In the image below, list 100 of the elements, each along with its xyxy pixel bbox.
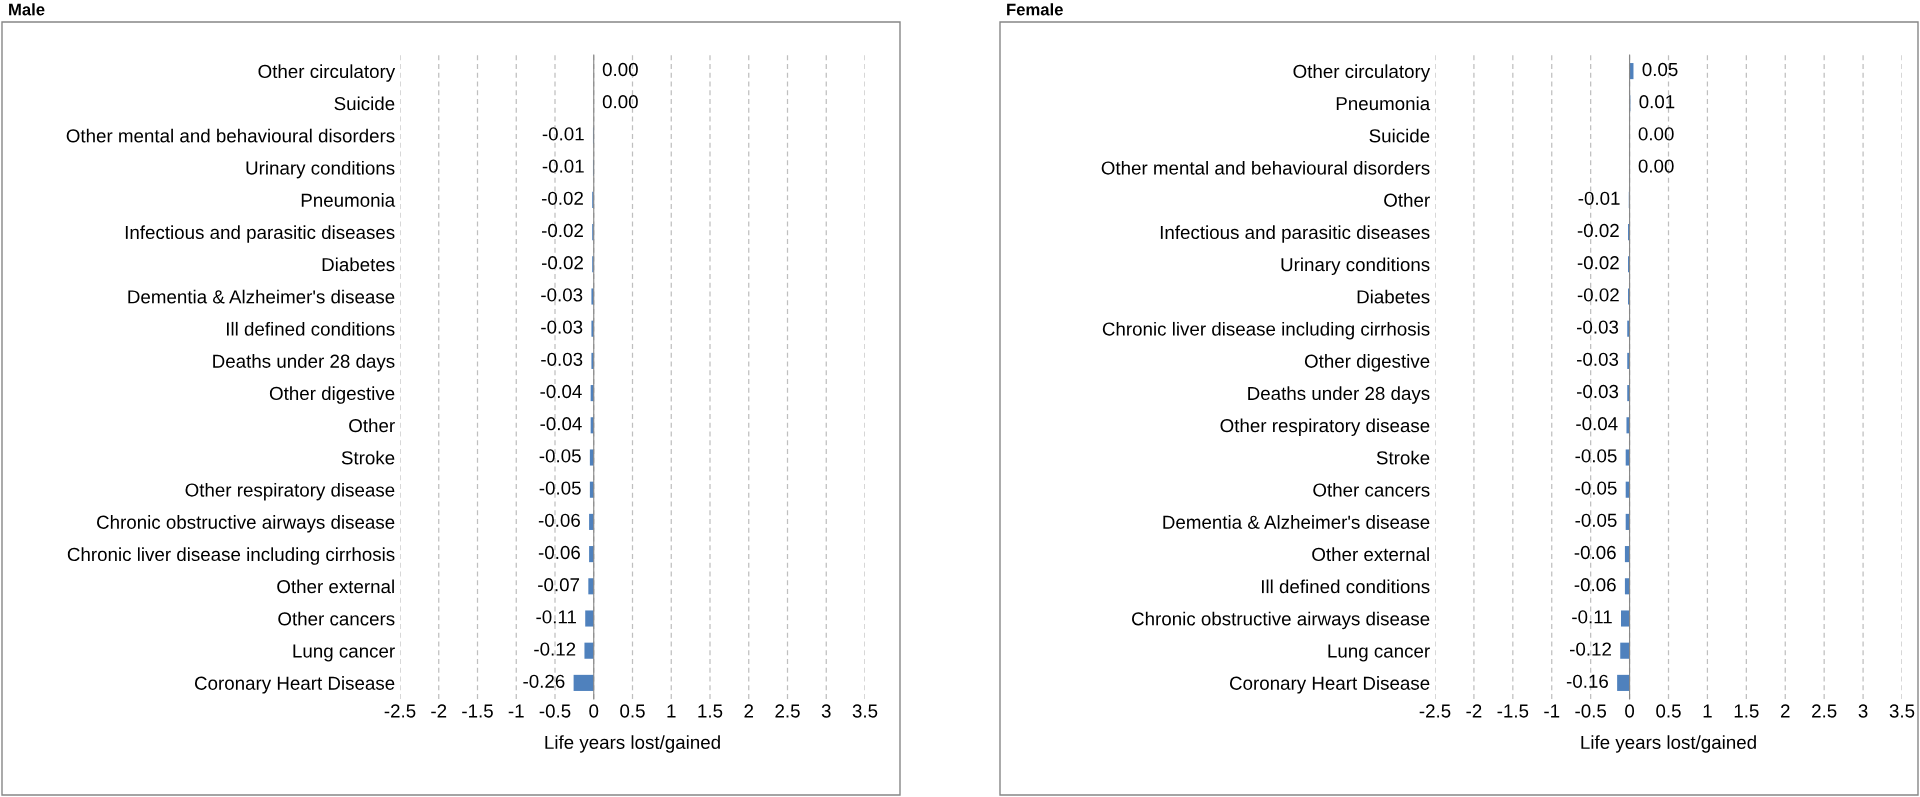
y-tick-label: Ill defined conditions (1261, 579, 1430, 594)
y-tick-label: Diabetes (1357, 289, 1430, 304)
x-tick-label: -2.5 (1419, 704, 1451, 718)
data-label: 0.00 (602, 62, 638, 77)
data-label: -0.05 (1575, 449, 1617, 463)
x-axis-title: Life years lost/gained (1581, 735, 1756, 753)
x-tick-label: -0.5 (539, 704, 571, 718)
data-label: -0.05 (1575, 513, 1617, 527)
data-label: -0.04 (540, 417, 582, 431)
y-tick-label: Coronary Heart Disease (1229, 676, 1430, 694)
data-label: -0.06 (538, 545, 580, 560)
y-tick-label: Chronic liver disease including cirrhosis (1102, 321, 1430, 340)
data-label: 0.00 (1638, 127, 1674, 141)
x-tick-label: -1.5 (462, 704, 493, 718)
y-tick-label: Ill defined conditions (226, 321, 395, 336)
x-tick-label: 1.5 (1734, 704, 1759, 718)
y-tick-label: Suicide (1369, 128, 1430, 143)
y-tick-label: Other external (1312, 547, 1429, 562)
y-tick-label: Other external (277, 579, 394, 594)
data-label: -0.06 (1574, 578, 1616, 592)
data-label: 0.00 (602, 95, 638, 109)
data-label: -0.03 (1577, 352, 1619, 366)
data-label: -0.01 (542, 159, 584, 173)
y-tick-label: Other respiratory disease (185, 482, 395, 501)
data-label: -0.03 (541, 352, 583, 366)
x-tick-label: 2 (1780, 704, 1790, 718)
y-tick-label: Other (349, 418, 395, 433)
data-label: -0.04 (540, 384, 582, 399)
x-tick-label: -1.5 (1497, 704, 1529, 718)
data-label: -0.12 (534, 642, 576, 656)
x-tick-label: 0 (589, 704, 599, 718)
x-tick-label: 2 (744, 704, 754, 718)
y-tick-label: Pneumonia (1336, 96, 1431, 111)
y-tick-label: Chronic liver disease including cirrhosis (67, 547, 395, 565)
y-tick-label: Urinary conditions (1281, 257, 1430, 275)
data-label: -0.05 (539, 449, 581, 463)
data-label: 0.01 (1639, 95, 1675, 109)
y-tick-label: Other circulatory (258, 64, 396, 82)
y-tick-label: Chronic obstructive airways disease (97, 515, 395, 533)
data-label: -0.02 (541, 191, 583, 205)
y-tick-label: Other circulatory (1293, 64, 1431, 82)
data-label: -0.02 (541, 223, 583, 238)
x-tick-label: -1 (508, 704, 524, 718)
data-label: 0.05 (1642, 62, 1678, 77)
y-tick-label: Infectious and parasitic diseases (1160, 225, 1430, 243)
y-tick-label: Diabetes (322, 257, 395, 272)
x-tick-label: -0.5 (1575, 704, 1607, 718)
data-label: -0.05 (539, 481, 581, 495)
data-label: -0.02 (1577, 256, 1619, 270)
x-tick-label: 3 (821, 704, 831, 718)
x-tick-label: 0 (1625, 704, 1635, 718)
data-label: -0.11 (1572, 610, 1612, 624)
y-tick-label: Other digestive (1304, 354, 1430, 372)
x-tick-label: 1 (1703, 704, 1712, 718)
y-tick-label: Other respiratory disease (1220, 418, 1430, 436)
x-tick-label: 2.5 (1812, 704, 1837, 718)
y-tick-label: Coronary Heart Disease (194, 676, 395, 694)
data-label: -0.16 (1566, 674, 1608, 688)
data-label: -0.02 (1577, 223, 1619, 238)
data-label: -0.01 (542, 127, 584, 141)
x-tick-label: 3.5 (852, 704, 878, 718)
x-tick-label: 0.5 (1656, 704, 1681, 718)
data-label: -0.07 (538, 578, 580, 592)
data-label: -0.03 (541, 288, 583, 302)
y-tick-label: Infectious and parasitic diseases (125, 225, 395, 243)
y-tick-label: Stroke (341, 450, 395, 465)
x-tick-label: 3.5 (1889, 704, 1915, 718)
x-tick-label: 2.5 (775, 704, 800, 718)
data-label: -0.01 (1578, 191, 1620, 205)
y-tick-label: Other cancers (278, 611, 395, 626)
y-tick-label: Dementia & Alzheimer's disease (128, 289, 395, 304)
y-tick-label: Deaths under 28 days (213, 354, 395, 372)
data-label: 0.00 (1638, 159, 1674, 173)
y-tick-label: Deaths under 28 days (1248, 386, 1430, 404)
data-label: -0.12 (1570, 642, 1611, 656)
data-label: -0.03 (541, 320, 583, 334)
y-tick-label: Pneumonia (301, 193, 396, 207)
x-tick-label: -1 (1544, 704, 1560, 718)
data-label: -0.04 (1576, 417, 1618, 431)
y-tick-label: Other cancers (1313, 482, 1430, 497)
y-tick-label: Other mental and behavioural disorders (1101, 160, 1430, 175)
x-tick-label: 0.5 (620, 704, 645, 718)
x-tick-label: 1 (667, 704, 676, 718)
y-tick-label: Stroke (1376, 450, 1430, 465)
y-tick-label: Lung cancer (293, 644, 395, 662)
data-label: -0.05 (1575, 481, 1617, 495)
text: Female (1007, 3, 1063, 16)
data-label: -0.26 (523, 674, 565, 688)
data-label: -0.02 (541, 256, 583, 270)
data-label: -0.06 (538, 513, 580, 527)
data-label: -0.03 (1577, 384, 1619, 399)
x-tick-label: -2 (431, 704, 447, 718)
data-label: -0.03 (1577, 320, 1619, 334)
data-label: -0.06 (1574, 545, 1616, 560)
y-tick-label: Urinary conditions (246, 160, 395, 179)
data-label: -0.11 (536, 610, 576, 624)
x-axis-title: Life years lost/gained (545, 735, 720, 753)
data-label: -0.02 (1577, 288, 1619, 302)
y-tick-label: Other digestive (269, 386, 395, 404)
x-tick-label: 3 (1858, 704, 1868, 718)
